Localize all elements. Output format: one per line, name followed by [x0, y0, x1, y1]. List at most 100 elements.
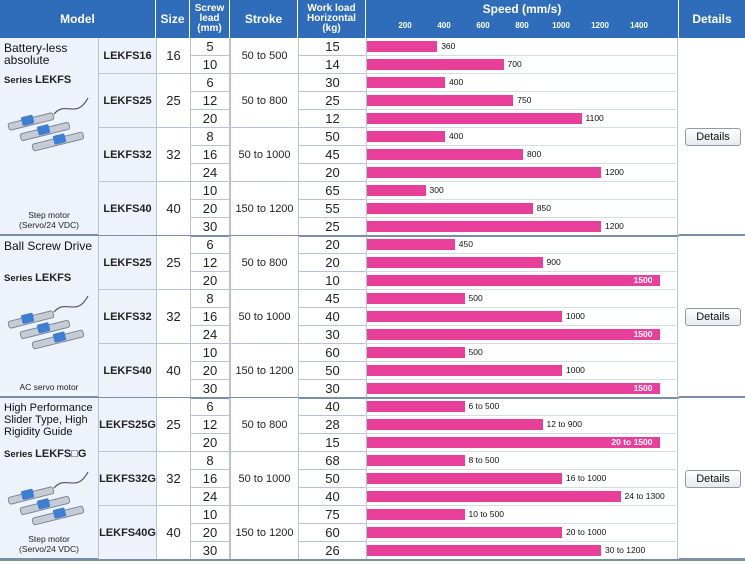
header-speed: Speed (mm/s) — [482, 2, 562, 16]
speed-bar-label: 30 to 1200 — [605, 545, 646, 555]
stroke-value: 50 to 800 — [230, 236, 298, 290]
screw-lead-value: 16 — [190, 470, 230, 488]
details-column: Details — [679, 398, 745, 560]
speed-bar-label: 20 to 1500 — [611, 437, 653, 447]
series-prefix: Series — [4, 273, 36, 284]
group-separator — [0, 559, 745, 561]
screw-lead-value: 20 — [190, 524, 230, 542]
speed-bar-label: 850 — [536, 203, 551, 213]
speed-tick-label: 600 — [476, 21, 490, 30]
work-load-value: 40 — [298, 398, 366, 416]
speed-bar — [367, 545, 601, 556]
details-button[interactable]: Details — [685, 128, 741, 146]
speed-bar-label: 1500 — [633, 329, 653, 339]
screw-lead-value: 24 — [190, 488, 230, 506]
speed-bar-label: 800 — [527, 149, 542, 159]
work-load-value: 20 — [298, 164, 366, 182]
details-column: Details — [679, 236, 745, 398]
header-model: Model — [0, 0, 156, 38]
speed-tick-label: 200 — [398, 21, 412, 30]
actuator-image-icon — [7, 97, 89, 152]
speed-bar-label: 400 — [449, 77, 464, 87]
screw-lead-value: 20 — [190, 362, 230, 380]
row-divider — [366, 199, 678, 200]
size-value: 16 — [156, 38, 190, 74]
screw-lead-value: 6 — [190, 236, 230, 254]
stroke-value: 50 to 800 — [230, 74, 298, 128]
speed-bar-label: 6 to 500 — [468, 401, 500, 411]
size-value: 25 — [156, 236, 190, 290]
size-value: 32 — [156, 452, 190, 506]
header-work-load: Work load Horizontal (kg) — [298, 0, 366, 38]
size-value: 40 — [156, 344, 190, 398]
speed-bar — [367, 239, 455, 250]
speed-bar-label: 450 — [458, 239, 473, 249]
screw-lead-value: 30 — [190, 218, 230, 236]
model-name: LEKFS32 — [98, 128, 156, 182]
speed-chart-area — [366, 38, 678, 236]
stroke-value: 50 to 1000 — [230, 452, 298, 506]
speed-bar — [367, 527, 562, 538]
speed-bar — [367, 329, 660, 340]
row-divider — [366, 541, 678, 542]
header-size: Size — [156, 0, 190, 38]
work-load-value: 30 — [298, 380, 366, 398]
group-separator — [0, 397, 745, 399]
row-divider — [366, 487, 678, 488]
details-button[interactable]: Details — [685, 308, 741, 326]
speed-bar — [367, 203, 533, 214]
row-divider — [366, 307, 678, 308]
series-name: LEKFS — [35, 272, 72, 284]
series-prefix: Series — [4, 449, 36, 460]
speed-chart-area — [366, 236, 678, 398]
speed-bar-label: 700 — [507, 59, 522, 69]
speed-bar — [367, 95, 514, 106]
size-value: 40 — [156, 182, 190, 236]
header-stroke: Stroke — [230, 0, 298, 38]
size-value: 32 — [156, 290, 190, 344]
series-label: Series LEKFS — [4, 74, 71, 86]
work-load-value: 60 — [298, 524, 366, 542]
speed-bar-label: 1200 — [605, 221, 624, 231]
screw-lead-value: 20 — [190, 110, 230, 128]
header-screw-lead: Screw lead (mm) — [190, 0, 230, 38]
stroke-value: 50 to 1000 — [230, 128, 298, 182]
speed-bar — [367, 131, 445, 142]
model-name: LEKFS40 — [98, 344, 156, 398]
work-load-value: 50 — [298, 128, 366, 146]
speed-bar-label: 12 to 900 — [546, 419, 582, 429]
speed-tick-label: 800 — [515, 21, 529, 30]
row-divider — [366, 91, 678, 92]
series-name: LEKFS□G — [35, 448, 87, 460]
screw-lead-value: 6 — [190, 74, 230, 92]
row-divider — [366, 145, 678, 146]
speed-bar — [367, 437, 660, 448]
work-load-value: 14 — [298, 56, 366, 74]
speed-bar-label: 900 — [546, 257, 561, 267]
model-name: LEKFS25 — [98, 236, 156, 290]
size-value: 32 — [156, 128, 190, 182]
work-load-value: 25 — [298, 218, 366, 236]
screw-lead-value: 12 — [190, 254, 230, 272]
group-title: Ball Screw Drive — [4, 239, 93, 253]
speed-bar — [367, 311, 562, 322]
model-name: LEKFS40G — [98, 506, 156, 560]
speed-bar-label: 1500 — [633, 383, 653, 393]
speed-bar — [367, 347, 465, 358]
model-name: LEKFS16 — [98, 38, 156, 74]
row-divider — [366, 127, 678, 128]
speed-bar — [367, 257, 543, 268]
series-label: Series LEKFS — [4, 272, 71, 284]
details-button[interactable]: Details — [685, 470, 741, 488]
stroke-value: 50 to 1000 — [230, 290, 298, 344]
work-load-value: 15 — [298, 434, 366, 452]
row-divider — [366, 361, 678, 362]
speed-bar-label: 1200 — [605, 167, 624, 177]
screw-lead-value: 30 — [190, 380, 230, 398]
work-load-value: 26 — [298, 542, 366, 560]
screw-lead-value: 8 — [190, 128, 230, 146]
screw-lead-value: 24 — [190, 164, 230, 182]
row-divider — [366, 451, 678, 452]
speed-tick-label: 1200 — [591, 21, 609, 30]
table-header: Model Size Screw lead (mm) Stroke Work l… — [0, 0, 745, 38]
